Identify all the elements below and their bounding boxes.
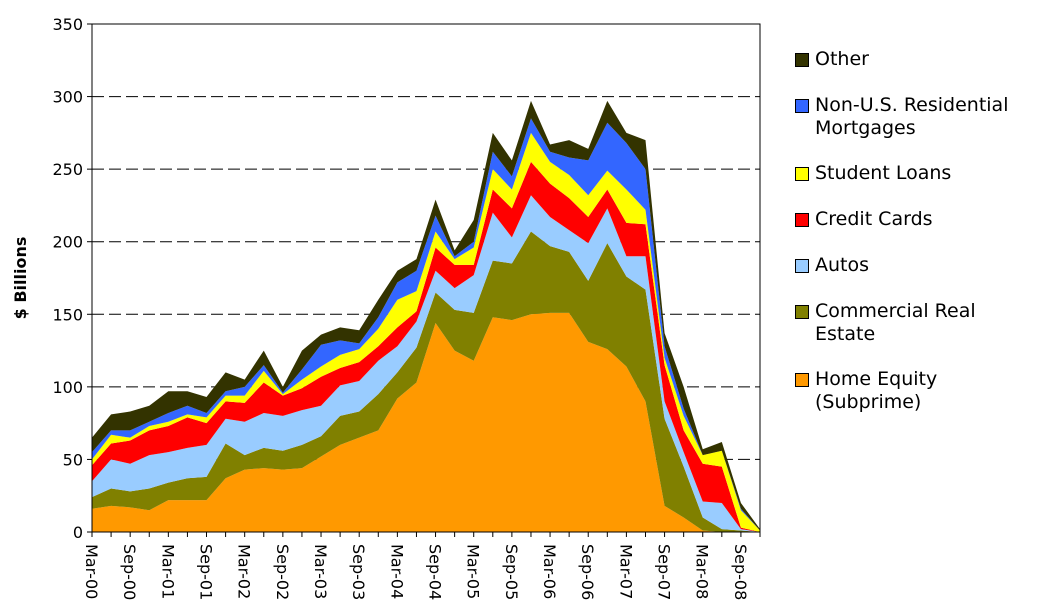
legend-item: Other bbox=[795, 48, 1030, 72]
y-tick-label: 50 bbox=[63, 450, 83, 469]
legend-label: Commercial Real Estate bbox=[815, 300, 976, 345]
x-tick-label: Sep-08 bbox=[731, 544, 750, 600]
x-tick-label: Sep-07 bbox=[655, 544, 674, 600]
area bbox=[92, 195, 760, 533]
x-tick-label: Mar-03 bbox=[311, 544, 330, 599]
legend-swatch bbox=[795, 373, 809, 387]
y-tick-label: 200 bbox=[52, 233, 83, 252]
x-tick-label: Sep-02 bbox=[273, 544, 292, 600]
y-tick-label: 0 bbox=[73, 523, 83, 542]
x-tick-label: Sep-00 bbox=[120, 544, 139, 600]
legend-item: Autos bbox=[795, 254, 1030, 278]
legend-swatch bbox=[795, 99, 809, 113]
y-tick-label: 250 bbox=[52, 160, 83, 179]
x-tick-label: Sep-05 bbox=[502, 544, 521, 600]
legend-label: Credit Cards bbox=[815, 208, 933, 230]
x-tick-label: Mar-07 bbox=[616, 544, 635, 599]
x-tick-label: Mar-01 bbox=[158, 544, 177, 599]
x-tick-label: Sep-03 bbox=[349, 544, 368, 600]
legend-swatch bbox=[795, 167, 809, 181]
legend: Other Non-U.S. Residential Mortgages Stude… bbox=[795, 48, 1045, 414]
legend-item: Credit Cards bbox=[795, 208, 1030, 232]
x-tick-label: Sep-04 bbox=[426, 544, 445, 600]
legend-swatch bbox=[795, 305, 809, 319]
legend-label: Student Loans bbox=[815, 162, 952, 184]
legend-item: Student Loans bbox=[795, 162, 1030, 186]
legend-label: Home Equity (Subprime) bbox=[815, 368, 938, 413]
legend-label: Other bbox=[815, 48, 869, 70]
legend-item: Home Equity (Subprime) bbox=[795, 368, 1030, 414]
plot-border bbox=[91, 23, 761, 533]
legend-label: Autos bbox=[815, 254, 870, 276]
legend-label: Non-U.S. Residential Mortgages bbox=[815, 94, 1009, 139]
legend-item: Non-U.S. Residential Mortgages bbox=[795, 94, 1030, 140]
x-tick-label: Sep-01 bbox=[197, 544, 216, 600]
x-tick-label: Mar-05 bbox=[464, 544, 483, 599]
y-axis-label: $ Billions bbox=[11, 237, 30, 320]
area bbox=[92, 312, 760, 532]
x-tick-label: Sep-06 bbox=[578, 544, 597, 600]
x-tick-label: Mar-00 bbox=[82, 544, 101, 599]
legend-item: Commercial Real Estate bbox=[795, 300, 1030, 346]
x-tick-label: Mar-02 bbox=[235, 544, 254, 599]
y-tick-label: 300 bbox=[52, 88, 83, 107]
x-tick-label: Mar-06 bbox=[540, 544, 559, 599]
legend-swatch bbox=[795, 259, 809, 273]
y-tick-label: 350 bbox=[52, 15, 83, 34]
legend-swatch bbox=[795, 53, 809, 67]
x-tick-label: Mar-04 bbox=[387, 544, 406, 599]
x-tick-label: Mar-08 bbox=[693, 544, 712, 599]
area bbox=[92, 231, 760, 532]
legend-swatch bbox=[795, 213, 809, 227]
y-tick-label: 100 bbox=[52, 378, 83, 397]
y-tick-label: 150 bbox=[52, 305, 83, 324]
